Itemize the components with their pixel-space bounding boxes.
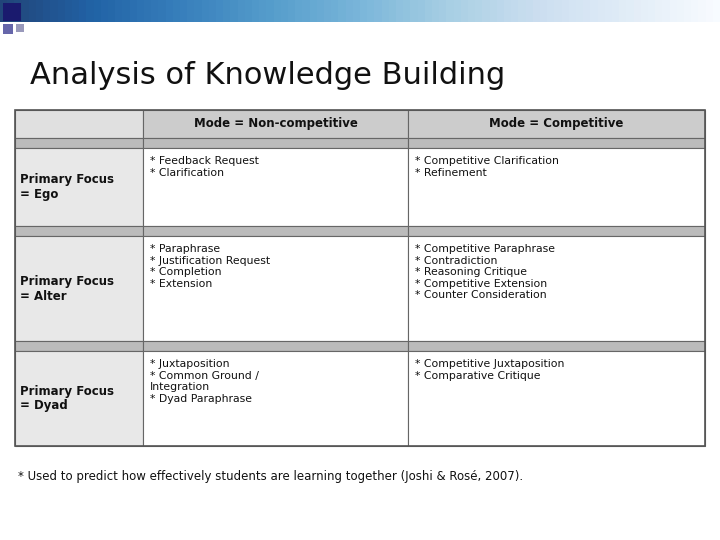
Bar <box>3 24 13 34</box>
Text: * Paraphrase
* Justification Request
* Completion
* Extension: * Paraphrase * Justification Request * C… <box>150 244 270 289</box>
Bar <box>15 351 143 446</box>
Text: * Competitive Paraphrase
* Contradiction
* Reasoning Critique
* Competitive Exte: * Competitive Paraphrase * Contradiction… <box>415 244 555 300</box>
Text: * Juxtaposition
* Common Ground /
Integration
* Dyad Paraphrase: * Juxtaposition * Common Ground / Integr… <box>150 359 258 404</box>
Bar <box>408 351 705 446</box>
Bar <box>15 226 143 236</box>
Bar <box>143 138 408 148</box>
Bar <box>408 236 705 341</box>
Bar <box>408 226 705 236</box>
Text: Primary Focus
= Alter: Primary Focus = Alter <box>20 274 114 302</box>
Bar <box>143 341 408 351</box>
Bar <box>15 110 143 138</box>
Bar <box>15 148 143 226</box>
Bar <box>16 24 24 32</box>
Bar <box>408 138 705 148</box>
Bar <box>15 110 705 446</box>
Text: Mode = Non-competitive: Mode = Non-competitive <box>194 118 357 131</box>
Bar <box>408 341 705 351</box>
Text: * Competitive Juxtaposition
* Comparative Critique: * Competitive Juxtaposition * Comparativ… <box>415 359 564 381</box>
Bar <box>143 110 408 138</box>
Bar <box>408 110 705 138</box>
Bar <box>15 138 143 148</box>
Text: Primary Focus
= Dyad: Primary Focus = Dyad <box>20 384 114 413</box>
Text: Analysis of Knowledge Building: Analysis of Knowledge Building <box>30 60 505 90</box>
Bar <box>143 148 408 226</box>
Bar <box>15 341 143 351</box>
Text: Mode = Competitive: Mode = Competitive <box>490 118 624 131</box>
Bar <box>408 148 705 226</box>
Bar <box>143 226 408 236</box>
Bar <box>3 3 21 21</box>
Text: * Feedback Request
* Clarification: * Feedback Request * Clarification <box>150 156 258 178</box>
Bar <box>15 236 143 341</box>
Text: * Used to predict how effectively students are learning together (Joshi & Rosé, : * Used to predict how effectively studen… <box>18 470 523 483</box>
Text: * Competitive Clarification
* Refinement: * Competitive Clarification * Refinement <box>415 156 559 178</box>
Text: Primary Focus
= Ego: Primary Focus = Ego <box>20 173 114 201</box>
Bar <box>143 351 408 446</box>
Bar <box>143 236 408 341</box>
